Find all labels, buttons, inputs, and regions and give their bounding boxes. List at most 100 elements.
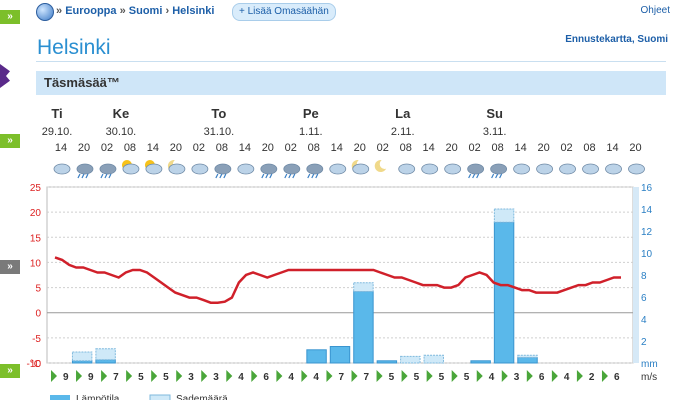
- rain-drop: [499, 173, 503, 179]
- rain-drop: [495, 173, 499, 179]
- rain-drop: [288, 173, 292, 179]
- hour-label: 08: [124, 142, 136, 154]
- hour-label: 20: [446, 142, 458, 154]
- sidebar-expand-button-3[interactable]: »: [0, 260, 20, 274]
- rain-drop: [476, 173, 480, 179]
- rain-drop: [81, 173, 85, 179]
- precip-probability-bar: [71, 351, 93, 362]
- breadcrumb-finland[interactable]: Suomi: [128, 5, 163, 17]
- breadcrumb-separator: »: [119, 5, 126, 17]
- breadcrumb-europe[interactable]: Eurooppa: [65, 5, 117, 17]
- rain-drop: [77, 173, 81, 179]
- wind-value: 6: [539, 372, 545, 383]
- cloud-icon: [283, 163, 301, 175]
- day-label: La: [395, 106, 411, 121]
- precip-probability-bar: [517, 354, 538, 358]
- rain-drop: [100, 173, 104, 179]
- rain-drop: [311, 173, 315, 179]
- y-right-tick-label: 10: [641, 249, 653, 260]
- cloud-icon: [237, 163, 255, 175]
- legend-label: Sademäärä: [176, 394, 228, 400]
- hour-label: 20: [78, 142, 90, 154]
- day-date: 30.10.: [106, 126, 137, 138]
- hour-label: 14: [606, 142, 618, 154]
- hour-label: 02: [101, 142, 113, 154]
- cloud-icon: [145, 163, 163, 175]
- sidebar-expand-button-1[interactable]: »: [0, 10, 20, 24]
- day-label: To: [211, 106, 226, 121]
- wind-value: 4: [288, 372, 294, 383]
- add-to-my-weather-button[interactable]: + Lisää Omasäähän: [232, 3, 336, 21]
- globe-icon: [36, 3, 54, 21]
- wind-arrow-icon: [126, 370, 133, 382]
- rain-drop: [104, 173, 108, 179]
- day-label: Su: [486, 106, 503, 121]
- y-left-unit-label: °C: [30, 359, 41, 370]
- cloud-icon: [76, 163, 94, 175]
- help-link[interactable]: Ohjeet: [640, 5, 670, 16]
- sidebar-expand-button-2[interactable]: »: [0, 134, 20, 148]
- y-right-tick-label: 2: [641, 337, 647, 348]
- day-label: Pe: [303, 106, 319, 121]
- rain-drop: [284, 173, 288, 179]
- rain-drop: [108, 173, 112, 179]
- breadcrumb-helsinki[interactable]: Helsinki: [172, 5, 215, 17]
- precip-probability-bar: [353, 282, 374, 293]
- divider: [36, 61, 666, 62]
- cloud-icon: [444, 163, 462, 175]
- rain-drop: [468, 173, 472, 179]
- hour-label: 02: [285, 142, 297, 154]
- wind-arrow-icon: [51, 370, 57, 382]
- wind-arrow-icon: [551, 370, 558, 382]
- rain-drop: [261, 173, 265, 179]
- precip-probability-bar: [493, 208, 515, 223]
- hour-label: 14: [55, 142, 67, 154]
- hour-label: 20: [629, 142, 641, 154]
- y-left-tick-label: 5: [35, 284, 41, 295]
- rain-drop: [85, 173, 89, 179]
- y-right-tick-label: 8: [641, 271, 647, 282]
- forecast-map-link[interactable]: Ennustekartta, Suomi: [565, 34, 668, 45]
- wind-value: 5: [464, 372, 470, 383]
- cloud-icon: [168, 163, 186, 175]
- rain-drop: [223, 173, 227, 179]
- breadcrumb-bar: » Eurooppa » Suomi › Helsinki + Lisää Om…: [36, 3, 676, 21]
- section-header: Täsmäsää™: [36, 71, 666, 95]
- plot-area: [46, 186, 634, 364]
- wind-value: 5: [439, 372, 445, 383]
- cloud-icon: [628, 163, 645, 175]
- rain-drop: [472, 173, 476, 179]
- moon-cutout: [379, 159, 390, 169]
- wind-arrow-icon: [326, 370, 333, 382]
- cloud-icon: [490, 163, 508, 175]
- wind-arrow-icon: [226, 370, 233, 382]
- rain-drop: [215, 173, 219, 179]
- rain-drop: [292, 173, 296, 179]
- y-right-tick-label: 12: [641, 227, 653, 238]
- breadcrumb-separator: ›: [165, 5, 170, 17]
- wind-value: 5: [163, 372, 169, 383]
- hour-label: 20: [262, 142, 274, 154]
- wind-arrow-icon: [201, 370, 208, 382]
- y-left-tick-label: 15: [30, 233, 42, 244]
- cloud-icon: [214, 163, 232, 175]
- wind-value: 5: [389, 372, 395, 383]
- hour-label: 20: [170, 142, 182, 154]
- legend-swatch-precip: [50, 395, 70, 400]
- y-left-tick-label: -5: [32, 334, 41, 345]
- cloud-icon: [53, 163, 71, 175]
- wind-arrow-icon: [476, 370, 483, 382]
- hour-label: 14: [331, 142, 343, 154]
- cloud-icon: [421, 163, 439, 175]
- sidebar-expand-button-4[interactable]: »: [0, 364, 20, 378]
- hour-label: 02: [560, 142, 572, 154]
- day-label: Ti: [51, 106, 62, 121]
- wind-arrow-icon: [101, 370, 108, 382]
- wind-arrow-icon: [526, 370, 533, 382]
- wind-value: 2: [589, 372, 595, 383]
- precip-bar: [306, 349, 327, 364]
- hour-label: 02: [469, 142, 481, 154]
- wind-value: 9: [63, 372, 69, 383]
- day-date: 31.10.: [204, 126, 235, 138]
